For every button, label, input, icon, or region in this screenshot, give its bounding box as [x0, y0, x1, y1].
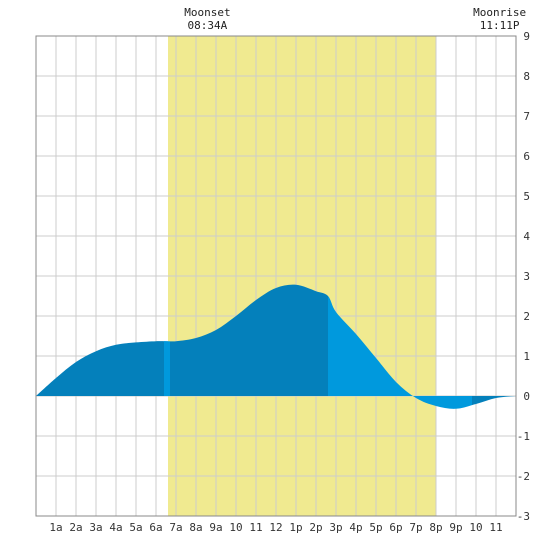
y-tick-label: 7 — [523, 110, 530, 123]
x-tick-label: 9a — [209, 521, 222, 534]
y-tick-label: 8 — [523, 70, 530, 83]
y-tick-label: 1 — [523, 350, 530, 363]
x-tick-label: 2a — [69, 521, 82, 534]
moon-event-label: Moonset — [184, 6, 230, 19]
x-tick-label: 8a — [189, 521, 202, 534]
tide-area-rising — [328, 296, 472, 409]
x-tick-label: 8p — [429, 521, 442, 534]
x-tick-label: 4a — [109, 521, 122, 534]
plot-frame — [35, 35, 517, 517]
x-tick-label: 1p — [289, 521, 302, 534]
y-tick-label: -1 — [517, 430, 530, 443]
y-tick-label: 4 — [523, 230, 530, 243]
y-tick-label: 2 — [523, 310, 530, 323]
x-tick-label: 10 — [469, 521, 482, 534]
x-tick-label: 4p — [349, 521, 362, 534]
y-tick-label: 0 — [523, 390, 530, 403]
x-tick-label: 5p — [369, 521, 382, 534]
x-tick-label: 2p — [309, 521, 322, 534]
tide-area-late — [472, 396, 516, 406]
x-tick-label: 1a — [49, 521, 62, 534]
y-tick-label: 3 — [523, 270, 530, 283]
x-tick-label: 11 — [249, 521, 262, 534]
x-tick-label: 11 — [489, 521, 502, 534]
y-tick-label: 6 — [523, 150, 530, 163]
y-tick-label: -2 — [517, 470, 530, 483]
x-tick-label: 12 — [269, 521, 282, 534]
moon-event-time: 08:34A — [188, 19, 228, 32]
tide-area-falling — [36, 284, 328, 396]
x-tick-label: 6a — [149, 521, 162, 534]
x-tick-label: 3a — [89, 521, 102, 534]
x-tick-label: 3p — [329, 521, 342, 534]
tide-area-stripe — [164, 341, 170, 396]
x-tick-label: 5a — [129, 521, 142, 534]
x-tick-label: 7a — [169, 521, 182, 534]
moon-event-time: 11:11P — [480, 19, 520, 32]
moon-event-label: Moonrise — [473, 6, 526, 19]
y-tick-label: -3 — [517, 510, 530, 523]
x-tick-label: 7p — [409, 521, 422, 534]
y-tick-label: 5 — [523, 190, 530, 203]
x-tick-label: 10 — [229, 521, 242, 534]
x-tick-label: 6p — [389, 521, 402, 534]
x-tick-label: 9p — [449, 521, 462, 534]
y-tick-label: 9 — [523, 30, 530, 43]
